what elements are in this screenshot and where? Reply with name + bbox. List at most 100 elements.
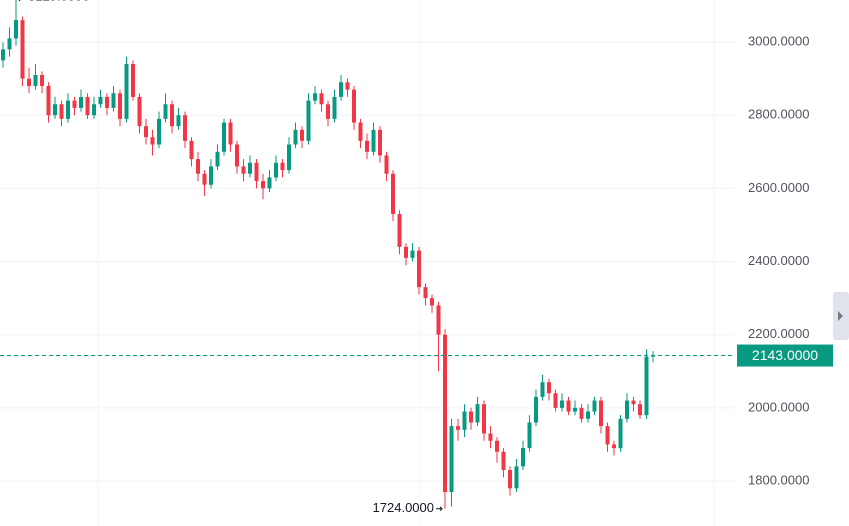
candle-body [527,422,532,449]
scrollbar-track [833,0,849,526]
y-tick-label: 2200.0000 [748,326,809,341]
candle-body [371,129,376,152]
candle-body [46,85,51,116]
candle-body [495,440,499,452]
candle-body [475,404,480,423]
candle-body [612,444,616,449]
candle-body [469,411,473,423]
candle-body [209,166,213,185]
y-tick-label: 1800.0000 [748,472,809,487]
candle-body [605,426,610,445]
candle-body [137,96,142,127]
candle-body [59,104,64,119]
candle-body [287,144,291,171]
candle-body [33,74,38,86]
candle-body [235,144,239,167]
candle-body [79,96,83,108]
candle-body [20,20,25,79]
candle-body [170,104,174,127]
candle-body [352,89,356,123]
grid-layer: 1800.0000 2000.0000 2200.0000 2400.0000 2600… [0,34,809,487]
candle-body [150,137,155,145]
candle-body [391,173,395,214]
candle-body [625,400,629,419]
candle-body [196,159,200,174]
candle-body [560,400,564,408]
candle-body [651,355,655,357]
candle-body [521,448,525,467]
candle-body [378,129,382,156]
candle-body [274,162,278,178]
candle-body [508,470,512,489]
candle-body [358,122,363,141]
y-tick-label: 3000.0000 [748,34,809,49]
candle-body [98,96,103,105]
high-marker-label: 3129.0000 [28,0,89,3]
candle-body [293,129,298,145]
candle-body [592,400,597,412]
candles [1,0,655,509]
candle-body [482,404,486,434]
candle-body [228,122,233,145]
candle-body [157,118,161,145]
candle-body [404,246,408,258]
candle-body [241,166,246,174]
candle-body [456,426,460,430]
candle-body [14,20,18,39]
candle-body [345,82,350,90]
candle-body [163,104,168,119]
candle-body [326,104,330,119]
candle-body [53,104,57,116]
candle-body [313,93,317,101]
candle-body [534,396,538,423]
candle-body [514,466,519,489]
candle-body [111,93,116,108]
candle-body [339,82,343,97]
candle-body [599,400,603,427]
candle-body [586,411,590,419]
candle-body [365,140,369,152]
candle-body [118,93,122,119]
candle-body [300,129,304,141]
candle-body [189,140,194,160]
y-tick-label: 2400.0000 [748,253,809,268]
candle-body [27,78,31,86]
candle-body [267,177,272,189]
candle-body [222,122,226,152]
candle-body [332,96,337,119]
candle-body [72,100,77,108]
candle-body [462,411,467,430]
high-marker-arrow [18,0,21,2]
candle-body [579,407,584,419]
candle-body [553,393,558,408]
candle-body [443,334,447,492]
candle-body [261,181,265,189]
candle-body [319,93,324,105]
candle-body [417,250,421,288]
candle-body [176,115,181,127]
candle-body [573,407,577,412]
candle-body [1,49,5,61]
candle-body [566,400,571,412]
candle-body [92,104,96,116]
low-marker-arrow [436,506,443,512]
candle-body [183,115,187,141]
candle-body [540,382,545,397]
candle-body [202,173,207,185]
candle-body [547,382,551,394]
candle-body [631,400,636,405]
candle-body [144,126,148,138]
candle-body [215,151,220,167]
last-price-label: 2143.0000 [752,347,818,363]
candle-body [436,305,441,335]
candle-body [423,287,428,299]
candle-body [384,155,389,174]
candle-body [7,38,12,50]
scroll-arrow-icon [838,311,843,321]
low-marker-label: 1724.0000 [373,500,434,515]
candle-body [449,426,454,492]
candle-body [397,213,402,247]
candle-body [124,64,129,119]
candle-body [85,96,90,116]
y-tick-label: 2600.0000 [748,180,809,195]
